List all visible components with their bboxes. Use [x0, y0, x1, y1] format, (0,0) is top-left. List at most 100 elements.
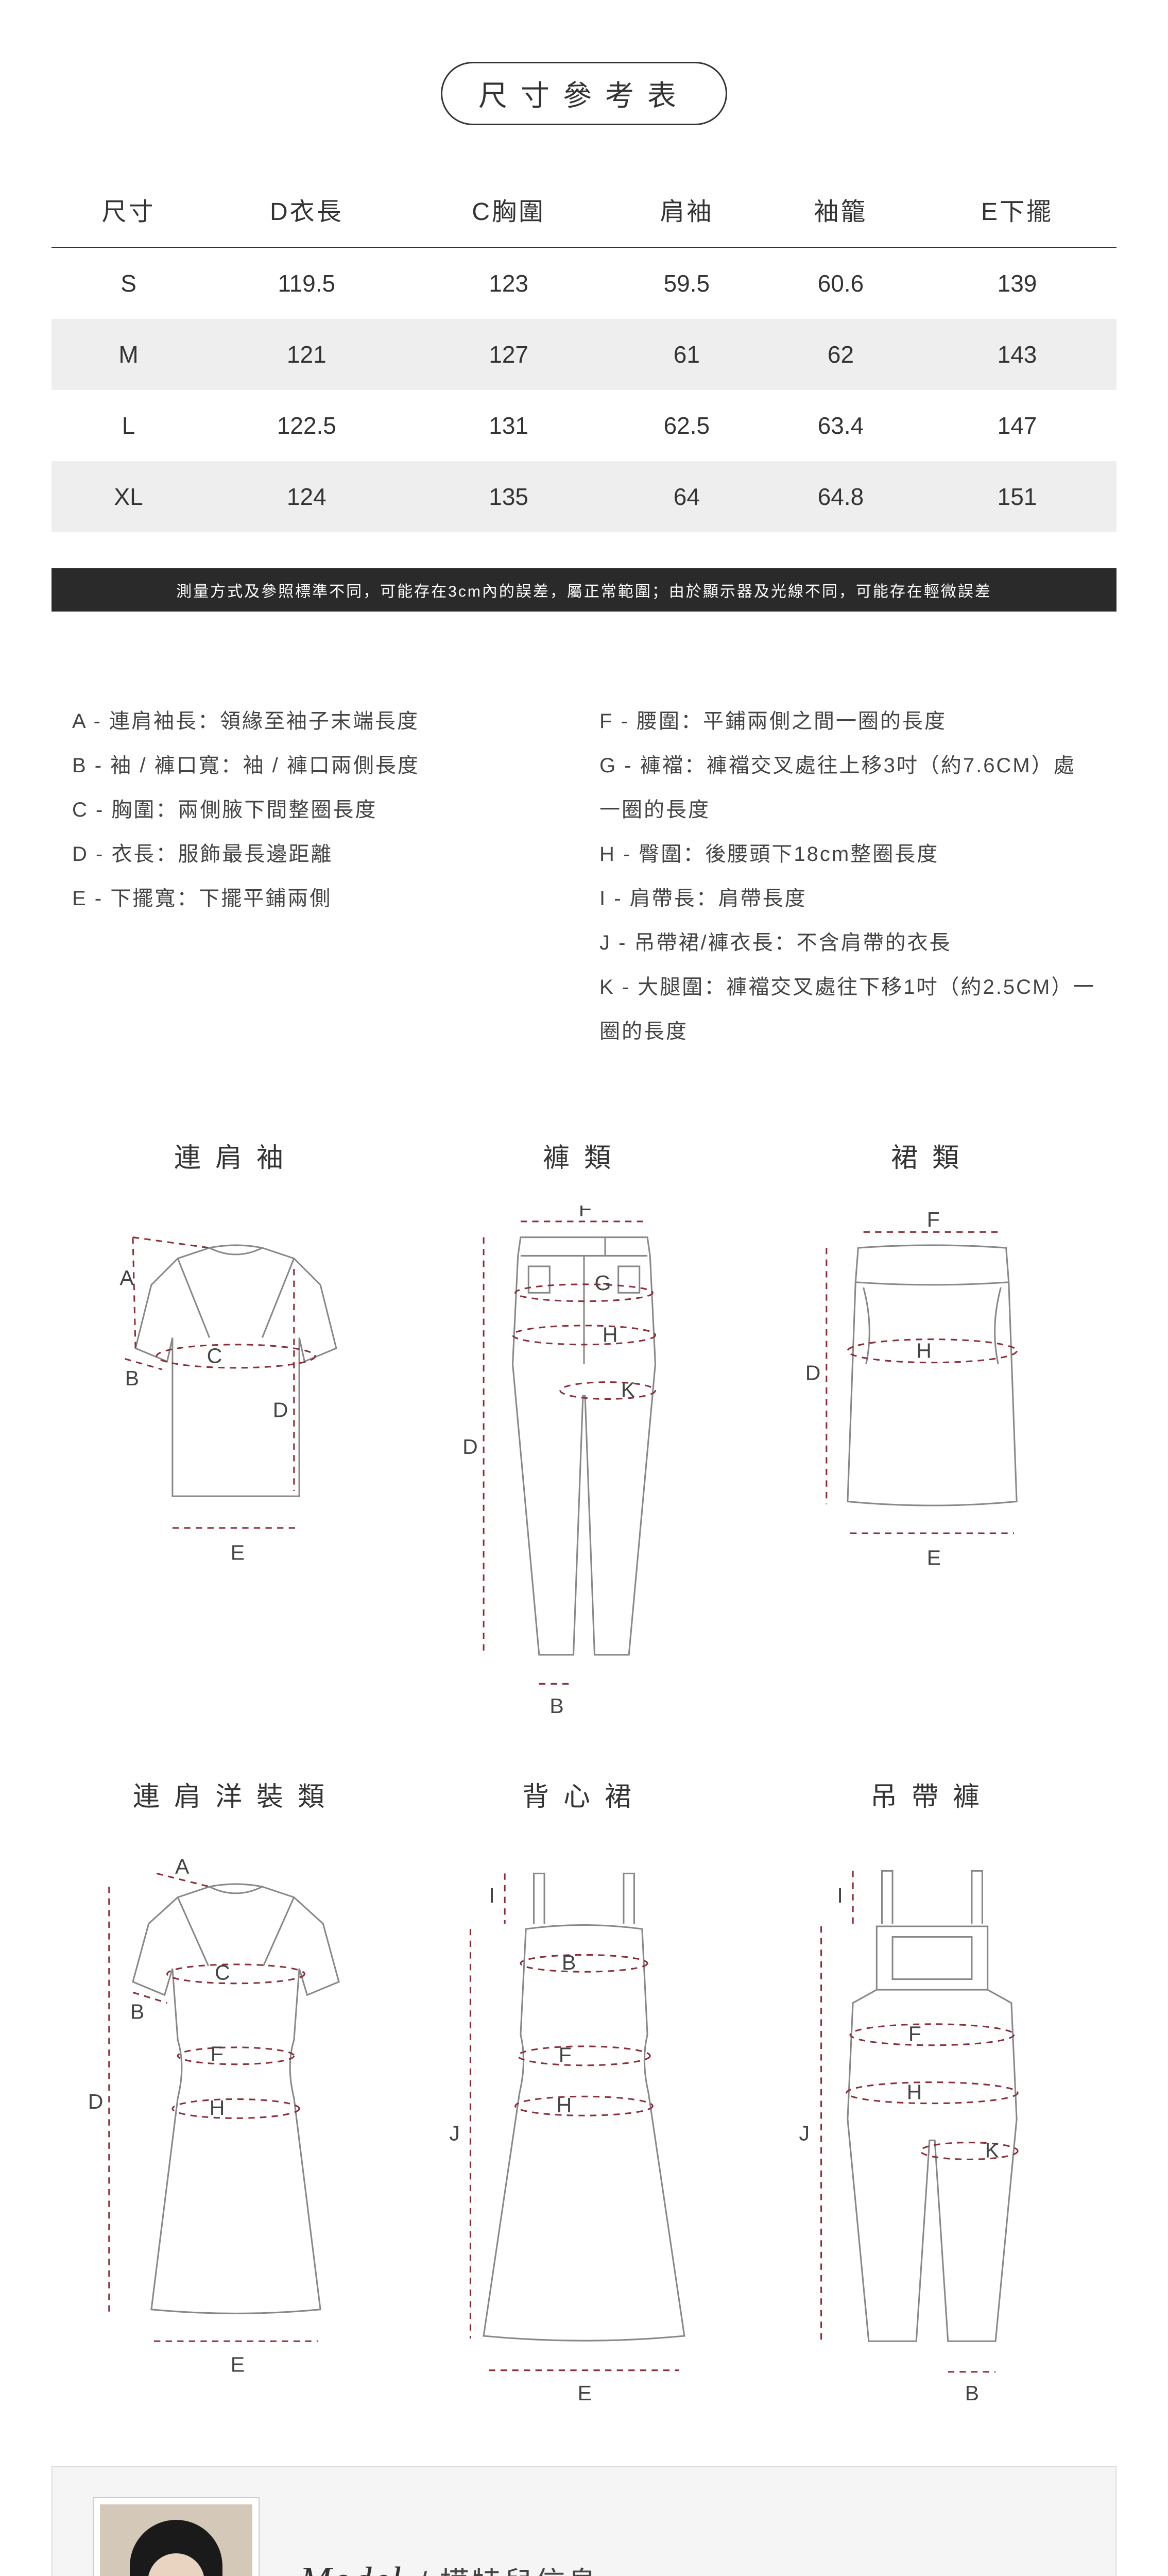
- table-header: D衣長: [205, 172, 407, 247]
- definition-line: C - 胸圍：兩側腋下間整圈長度: [72, 788, 569, 832]
- table-cell: 123: [407, 247, 609, 319]
- table-row: S119.512359.560.6139: [51, 247, 1117, 319]
- table-cell: XL: [51, 461, 205, 532]
- table-cell: 122.5: [205, 390, 407, 461]
- svg-text:B: B: [130, 1999, 144, 2023]
- model-heading: Model / 模特兒信息: [300, 2558, 958, 2576]
- table-cell: 139: [918, 247, 1117, 319]
- diagram-overalls: I F H K J B: [768, 1844, 1096, 2404]
- definition-line: A - 連肩袖長：領緣至袖子末端長度: [72, 699, 569, 743]
- table-row: M1211276162143: [51, 319, 1117, 390]
- table-row: L122.513162.563.4147: [51, 390, 1117, 461]
- table-cell: 151: [918, 461, 1117, 532]
- table-cell: 62.5: [610, 390, 764, 461]
- diagram-pants: F G H K D B: [420, 1206, 748, 1713]
- diagram-title-cami-dress: 背心裙: [522, 1775, 646, 1814]
- measurement-note: 測量方式及參照標準不同，可能存在3cm內的誤差，屬正常範圍；由於顯示器及光線不同…: [51, 568, 1117, 612]
- table-cell: 60.6: [764, 247, 918, 319]
- table-cell: M: [51, 319, 205, 390]
- svg-text:B: B: [549, 1694, 563, 1713]
- definition-line: D - 衣長：服飾最長邊距離: [72, 832, 569, 876]
- definition-line: J - 吊帶裙/褲衣長：不含肩帶的衣長: [599, 921, 1096, 965]
- diagram-raglan-dress: A B C F H D E: [72, 1844, 400, 2373]
- svg-text:H: H: [603, 1323, 618, 1347]
- diagram-skirt: F H D E: [768, 1206, 1096, 1586]
- table-cell: 61: [610, 319, 764, 390]
- svg-text:D: D: [273, 1398, 288, 1421]
- svg-text:E: E: [927, 1546, 941, 1570]
- table-header: E下擺: [918, 172, 1117, 247]
- table-cell: 63.4: [764, 390, 918, 461]
- svg-text:F: F: [908, 2022, 921, 2045]
- page-title: 尺寸參考表: [441, 62, 727, 125]
- svg-text:H: H: [916, 1338, 932, 1362]
- svg-text:C: C: [215, 1960, 230, 1984]
- table-cell: 121: [205, 319, 407, 390]
- svg-text:I: I: [489, 1884, 494, 1907]
- definition-line: H - 臀圍：後腰頭下18cm整圈長度: [599, 832, 1096, 876]
- svg-text:F: F: [579, 1206, 592, 1221]
- svg-text:H: H: [907, 2080, 922, 2104]
- definition-line: I - 肩帶長：肩帶長度: [599, 876, 1096, 921]
- svg-text:A: A: [119, 1266, 134, 1290]
- diagram-title-raglan-dress: 連肩洋裝類: [133, 1775, 339, 1814]
- table-cell: 135: [407, 461, 609, 532]
- model-heading-en: Model: [300, 2560, 402, 2576]
- svg-text:A: A: [175, 1854, 190, 1878]
- svg-text:F: F: [927, 1208, 940, 1231]
- diagram-row-2: 連肩洋裝類 A B C F H D: [51, 1775, 1117, 2404]
- svg-text:E: E: [231, 2353, 245, 2373]
- table-header: 袖籠: [764, 172, 918, 247]
- svg-text:F: F: [559, 2043, 572, 2066]
- model-photo: @蹦蹦: [94, 2498, 259, 2576]
- measurement-definitions: A - 連肩袖長：領緣至袖子末端長度B - 袖 / 褲口寬：袖 / 褲口兩側長度…: [72, 699, 1096, 1054]
- definition-line: F - 腰圍：平鋪兩側之間一圈的長度: [599, 699, 1096, 743]
- diagram-title-raglan-top: 連肩袖: [174, 1136, 298, 1175]
- definition-line: K - 大腿圍：褲襠交叉處往下移1吋（約2.5CM）一圈的長度: [599, 965, 1096, 1054]
- svg-text:K: K: [621, 1378, 635, 1401]
- table-cell: 147: [918, 390, 1117, 461]
- svg-text:K: K: [985, 2138, 999, 2162]
- table-cell: 119.5: [205, 247, 407, 319]
- diagram-row-1: 連肩袖 A B C D E: [51, 1136, 1117, 1713]
- table-cell: 127: [407, 319, 609, 390]
- svg-text:E: E: [231, 1540, 245, 1564]
- svg-text:H: H: [210, 2096, 225, 2120]
- model-heading-zh: / 模特兒信息: [408, 2566, 599, 2576]
- definition-line: G - 褲襠：褲襠交叉處往上移3吋（約7.6CM）處一圈的長度: [599, 743, 1096, 832]
- table-row: XL1241356464.8151: [51, 461, 1117, 532]
- table-header: 肩袖: [610, 172, 764, 247]
- svg-text:J: J: [799, 2121, 810, 2145]
- table-header: C胸圍: [407, 172, 609, 247]
- svg-text:E: E: [578, 2381, 592, 2404]
- svg-text:B: B: [125, 1366, 139, 1390]
- table-cell: 64.8: [764, 461, 918, 532]
- svg-text:J: J: [449, 2121, 460, 2145]
- diagram-title-overalls: 吊帶褲: [870, 1775, 994, 1814]
- diagram-title-skirt: 裙類: [891, 1136, 973, 1175]
- svg-text:I: I: [837, 1884, 843, 1907]
- table-header: 尺寸: [51, 172, 205, 247]
- table-cell: S: [51, 247, 205, 319]
- svg-text:D: D: [462, 1435, 478, 1459]
- table-cell: 131: [407, 390, 609, 461]
- svg-text:B: B: [965, 2381, 979, 2404]
- svg-text:D: D: [805, 1361, 821, 1385]
- model-info-section: @蹦蹦 Model / 模特兒信息 身高：168cm 試穿尺寸：M/均碼 體重：…: [51, 2466, 1117, 2576]
- svg-text:C: C: [207, 1344, 222, 1368]
- table-cell: 124: [205, 461, 407, 532]
- diagram-raglan-top: A B C D E: [72, 1206, 400, 1586]
- definition-line: E - 下擺寬：下擺平鋪兩側: [72, 876, 569, 921]
- svg-text:H: H: [557, 2093, 572, 2117]
- svg-text:F: F: [211, 2042, 224, 2065]
- svg-text:G: G: [595, 1271, 611, 1295]
- diagram-cami-dress: I B F H J E: [420, 1844, 748, 2404]
- svg-text:D: D: [88, 2090, 104, 2113]
- table-cell: 143: [918, 319, 1117, 390]
- definition-line: B - 袖 / 褲口寬：袖 / 褲口兩側長度: [72, 743, 569, 788]
- table-cell: 59.5: [610, 247, 764, 319]
- table-cell: 64: [610, 461, 764, 532]
- table-cell: L: [51, 390, 205, 461]
- size-table: 尺寸D衣長C胸圍肩袖袖籠E下擺 S119.512359.560.6139M121…: [51, 172, 1117, 532]
- svg-text:B: B: [562, 1951, 576, 1974]
